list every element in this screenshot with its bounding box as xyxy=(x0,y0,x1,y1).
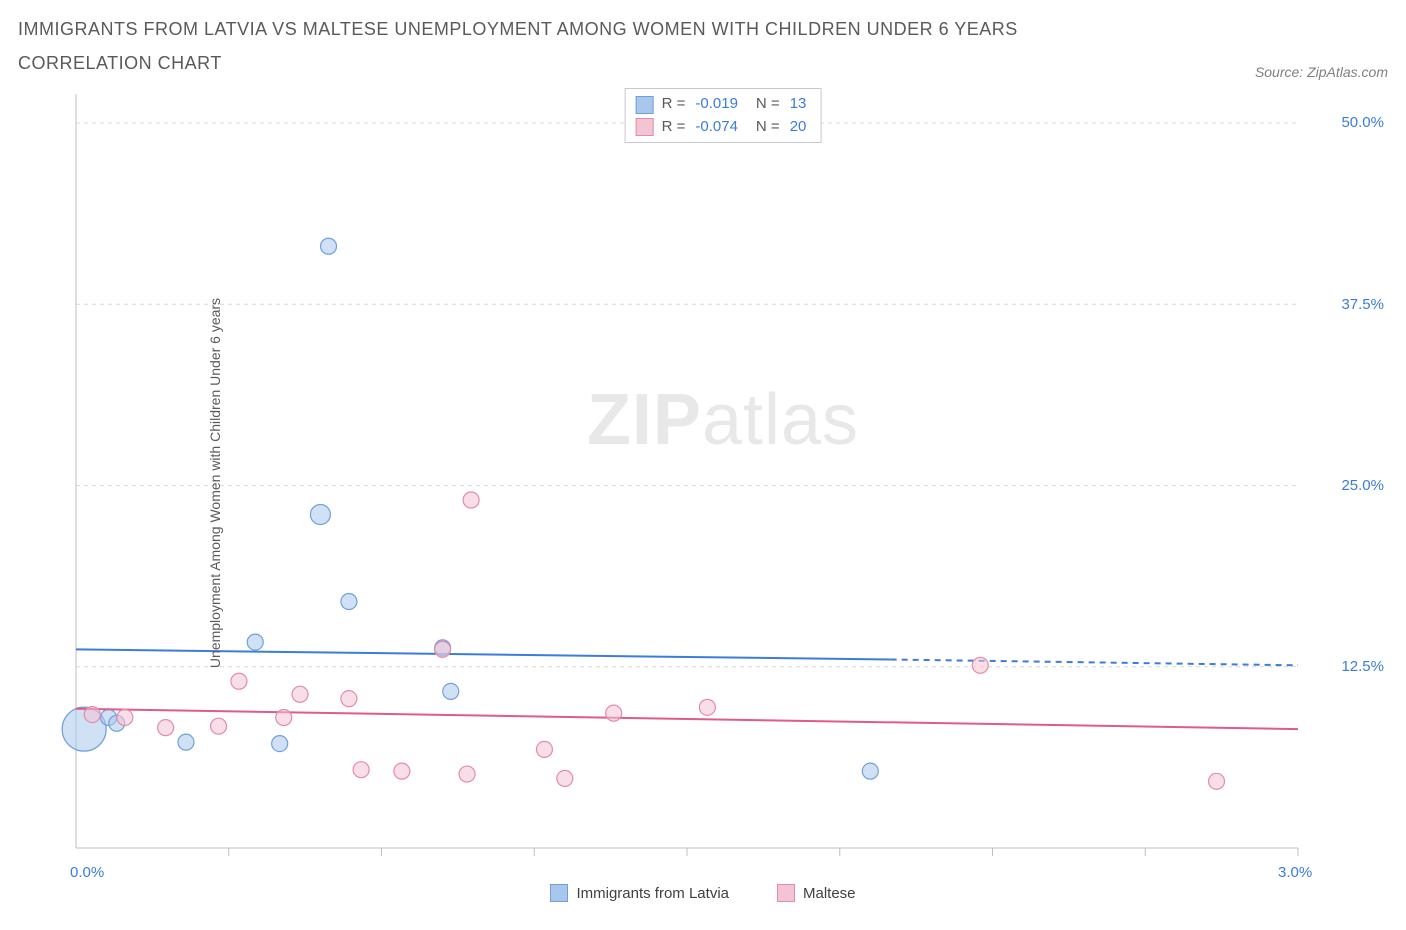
data-point-maltese xyxy=(557,771,573,787)
trend-line-latvia-extrapolated xyxy=(891,660,1298,666)
legend-row-maltese: R = -0.074 N = 20 xyxy=(636,116,807,139)
data-point-maltese xyxy=(435,642,451,658)
data-point-maltese xyxy=(1209,774,1225,790)
y-axis-label: Unemployment Among Women with Children U… xyxy=(207,298,223,668)
data-point-maltese xyxy=(211,719,227,735)
data-point-maltese xyxy=(463,492,479,508)
data-point-maltese xyxy=(231,674,247,690)
trend-line-maltese xyxy=(76,709,1298,729)
data-point-maltese xyxy=(84,707,100,723)
data-point-maltese xyxy=(341,691,357,707)
trend-line-latvia xyxy=(76,650,891,660)
series-label: Maltese xyxy=(803,885,856,902)
data-point-maltese xyxy=(353,762,369,778)
series-label: Immigrants from Latvia xyxy=(576,885,729,902)
y-tick-label: 50.0% xyxy=(1341,114,1384,131)
legend-swatch xyxy=(550,884,568,902)
data-point-latvia xyxy=(272,736,288,752)
data-point-maltese xyxy=(117,710,133,726)
data-point-latvia xyxy=(321,239,337,255)
data-point-latvia xyxy=(178,735,194,751)
y-tick-label: 12.5% xyxy=(1341,658,1384,675)
chart-area: Unemployment Among Women with Children U… xyxy=(58,88,1388,878)
data-point-latvia xyxy=(341,594,357,610)
data-point-maltese xyxy=(292,687,308,703)
r-value: -0.019 xyxy=(695,93,738,116)
legend-swatch xyxy=(636,118,654,136)
data-point-maltese xyxy=(606,706,622,722)
data-point-latvia xyxy=(862,764,878,780)
series-legend-item-latvia: Immigrants from Latvia xyxy=(550,884,729,902)
n-value: 13 xyxy=(790,93,807,116)
n-value: 20 xyxy=(790,116,807,139)
data-point-maltese xyxy=(972,658,988,674)
data-point-latvia xyxy=(443,684,459,700)
r-label: R = xyxy=(662,93,686,116)
source-attribution: Source: ZipAtlas.com xyxy=(1255,64,1388,80)
data-point-maltese xyxy=(699,700,715,716)
data-point-maltese xyxy=(536,742,552,758)
chart-title: IMMIGRANTS FROM LATVIA VS MALTESE UNEMPL… xyxy=(18,12,1118,80)
data-point-maltese xyxy=(394,764,410,780)
n-label: N = xyxy=(756,116,780,139)
data-point-maltese xyxy=(459,766,475,782)
data-point-latvia xyxy=(247,634,263,650)
correlation-legend: R = -0.019 N = 13 R = -0.074 N = 20 xyxy=(625,88,822,143)
data-point-maltese xyxy=(276,710,292,726)
data-point-latvia xyxy=(310,505,330,525)
scatter-chart xyxy=(58,88,1358,878)
r-label: R = xyxy=(662,116,686,139)
legend-swatch xyxy=(777,884,795,902)
y-tick-label: 25.0% xyxy=(1341,477,1384,494)
data-point-maltese xyxy=(158,720,174,736)
series-legend: Immigrants from Latvia Maltese xyxy=(18,884,1388,902)
r-value: -0.074 xyxy=(695,116,738,139)
series-legend-item-maltese: Maltese xyxy=(777,884,856,902)
legend-swatch xyxy=(636,96,654,114)
y-tick-label: 37.5% xyxy=(1341,296,1384,313)
header-row: IMMIGRANTS FROM LATVIA VS MALTESE UNEMPL… xyxy=(18,12,1388,80)
x-axis-start-label: 0.0% xyxy=(70,864,104,881)
x-axis-end-label: 3.0% xyxy=(1278,864,1312,881)
n-label: N = xyxy=(756,93,780,116)
legend-row-latvia: R = -0.019 N = 13 xyxy=(636,93,807,116)
